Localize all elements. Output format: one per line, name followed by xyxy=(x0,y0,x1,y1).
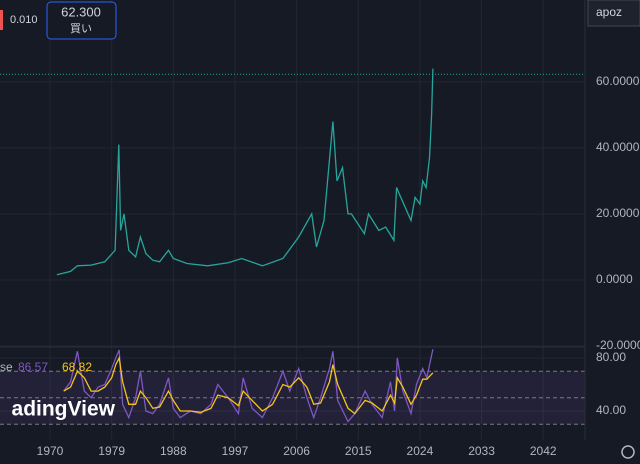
y-tick-label: 60.0000 xyxy=(596,74,640,88)
price-line-series xyxy=(56,68,434,276)
legend-value: 68.82 xyxy=(62,360,92,374)
grid xyxy=(0,0,585,440)
x-tick-label: 2006 xyxy=(283,444,310,458)
indicator-line xyxy=(63,355,434,415)
x-tick-label: 1997 xyxy=(222,444,249,458)
y-tick-label: 80.00 xyxy=(596,350,626,364)
legend-value: 86.57 xyxy=(18,360,48,374)
buy-button[interactable] xyxy=(46,1,117,40)
x-tick-label: 2015 xyxy=(345,444,372,458)
x-tick-label: 2024 xyxy=(407,444,434,458)
x-tick-label: 2042 xyxy=(530,444,557,458)
spread: 0.010 xyxy=(10,14,38,26)
symbol: apoz xyxy=(596,5,622,19)
buy-label: 買い xyxy=(70,22,92,35)
x-tick-label: 2033 xyxy=(468,444,495,458)
y-tick-label: 0.0000 xyxy=(596,272,633,286)
symbol-box[interactable] xyxy=(587,0,640,27)
y-tick-label: -20.0000 xyxy=(596,338,640,352)
watermark: adingView xyxy=(12,398,116,421)
indicator-label: se xyxy=(0,360,13,374)
x-tick-label: 1979 xyxy=(98,444,125,458)
y-tick-label: 20.0000 xyxy=(596,206,640,220)
plot xyxy=(0,68,585,423)
y-tick-label: 40.0000 xyxy=(596,140,640,154)
y-tick-label: 40.00 xyxy=(596,403,626,417)
settings-icon[interactable] xyxy=(621,445,635,459)
x-tick-label: 1988 xyxy=(160,444,187,458)
x-tick-label: 1970 xyxy=(37,444,64,458)
sell-indicator xyxy=(0,10,3,30)
buy-price: 62.300 xyxy=(61,4,101,19)
rsi-band xyxy=(0,371,585,425)
